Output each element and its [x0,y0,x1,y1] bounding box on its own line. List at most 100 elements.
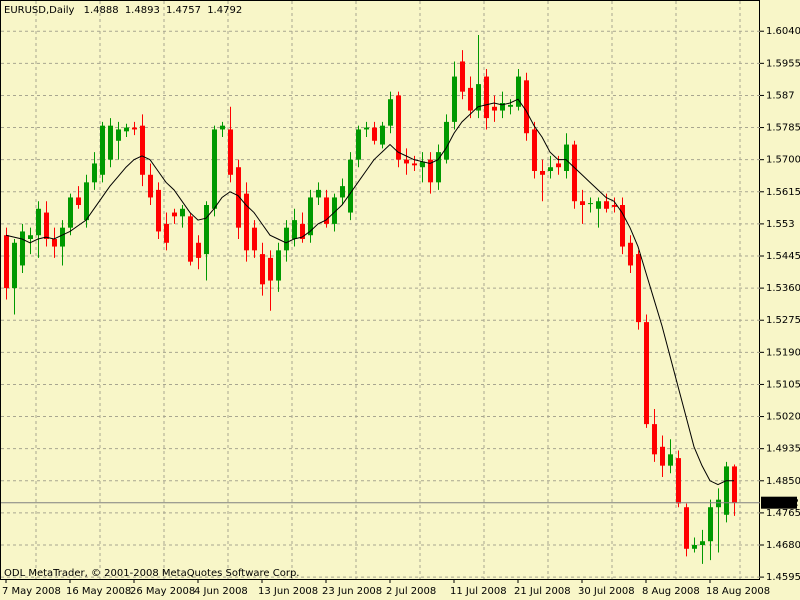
y-tick-label: 1.5190 [766,347,800,358]
candle-body [348,159,353,213]
candle-body [484,76,489,119]
candle-body [708,507,713,542]
y-tick-label: 1.4765 [766,508,800,519]
candle-body [364,127,369,130]
last-open: 1.4888 [84,5,119,16]
candle-body [404,159,409,164]
candle-body [684,507,689,549]
candle-body [116,129,121,141]
candle-body [556,163,561,168]
candle-body [132,127,137,130]
candle-body [516,76,521,107]
candle-body [28,235,33,239]
candle-body [372,127,377,141]
candle-body [308,197,313,236]
x-tick-label: 11 Jul 2008 [450,586,507,597]
candle-body [572,144,577,202]
candle-body [236,167,241,228]
candle-body [332,197,337,224]
symbol: EURUSD,Daily [4,5,75,16]
candle-body [732,466,737,503]
last-low: 1.4757 [166,5,201,16]
candle-body [476,84,481,111]
candle-body [428,159,433,183]
y-tick-label: 1.4935 [766,444,800,455]
candle-body [68,197,73,228]
candle-body [4,235,9,289]
candle-body [500,103,505,111]
candle-body [460,61,465,92]
candle-body [716,499,721,508]
candle-body [436,152,441,183]
candle-body [644,322,649,425]
candle-body [52,239,57,247]
x-tick-label: 23 Jun 2008 [322,586,382,597]
candle-body [724,466,729,515]
y-tick-label: 1.587 [766,90,795,101]
x-tick-label: 2 Jul 2008 [386,586,436,597]
candle-body [508,104,513,107]
candle-body [164,223,169,243]
candle-body [548,167,553,171]
moving-average [5,98,734,486]
y-tick-label: 1.4850 [766,476,800,487]
candle-body [420,161,425,168]
y-tick-label: 1.5615 [766,187,800,198]
x-tick-label: 18 Aug 2008 [706,586,770,597]
price-tag-label: 1.4792 [764,498,799,509]
candle-body [220,125,225,130]
candle-body [652,424,657,455]
y-tick-label: 1.5020 [766,412,800,423]
candle-body [196,242,201,258]
candle-body [468,87,473,111]
candle-body [156,189,161,232]
y-tick-label: 1.5445 [766,251,800,262]
x-tick-label: 30 Jul 2008 [578,586,635,597]
candle-body [260,254,265,285]
last-close: 1.4792 [207,5,242,16]
x-tick-label: 7 May 2008 [2,586,61,597]
candle-body [612,205,617,207]
x-tick-label: 4 Jun 2008 [194,586,248,597]
candle-body [692,545,697,549]
candle-body [300,223,305,239]
candle-body [532,129,537,171]
candle-body [212,129,217,209]
candle-body [108,125,113,160]
chart-header: EURUSD,Daily 1.4888 1.4893 1.4757 1.4792 [4,5,242,16]
candle-body [140,125,145,175]
candle-body [412,163,417,166]
candle-body [452,76,457,122]
candle-body [660,446,665,466]
candle-body [564,144,569,171]
x-tick-label: 26 May 2008 [130,586,195,597]
candle-body [148,174,153,198]
x-tick-label: 13 Jun 2008 [258,586,318,597]
candle-body [316,189,321,198]
candle-body [12,242,17,289]
candle-body [84,182,89,221]
candle-body [276,250,281,281]
candle-body [204,205,209,255]
candle-body [604,201,609,209]
candle-body [124,127,129,132]
candle-body [36,208,41,236]
candle-body [668,454,673,466]
candle-body [180,208,185,217]
candle-body [444,121,449,160]
candle-body [92,163,97,183]
y-tick-label: 1.5785 [766,123,800,134]
candle-body [188,216,193,262]
y-tick-label: 1.4595 [766,572,800,583]
y-tick-label: 1.5275 [766,315,800,326]
price-tag [761,496,797,509]
candle-body [380,125,385,145]
candle-body [540,171,545,175]
candles [1,35,760,564]
y-tick-label: 1.6040 [766,26,800,37]
candle-body [20,231,25,266]
candle-body [60,227,65,247]
x-tick-label: 16 May 2008 [66,586,131,597]
candle-body [524,80,529,134]
